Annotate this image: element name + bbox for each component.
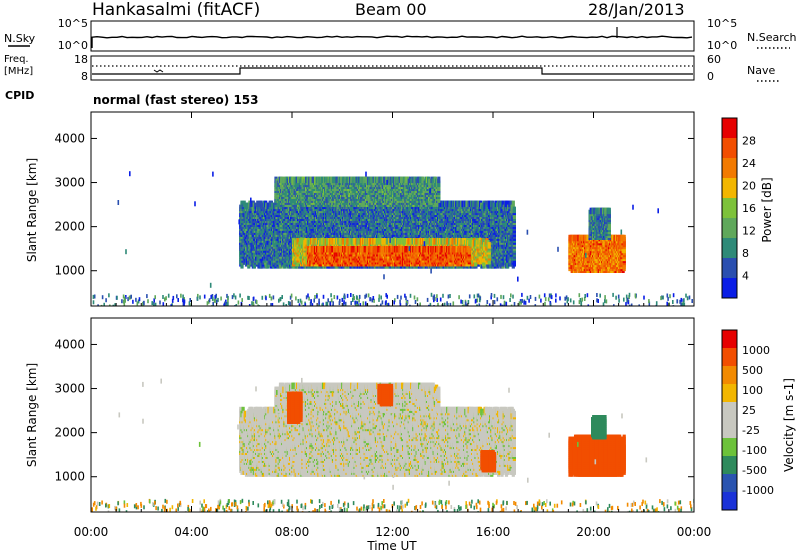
sky-panel-frame [90, 20, 695, 52]
power-cell-0 [242, 200, 246, 208]
nave-tick-bottom: 0 [707, 70, 714, 83]
freq-tick-bottom: 8 [81, 70, 88, 83]
power-cell-0 [256, 200, 260, 208]
sky-right-tick-top: 10^5 [707, 17, 737, 30]
sky-trace-line [91, 35, 693, 48]
power-cell-0 [253, 202, 258, 210]
cpid-label: CPID [5, 89, 34, 102]
power-cell-0 [240, 200, 244, 208]
nave-trace [92, 67, 693, 75]
sky-right-tick-bottom: 10^0 [707, 39, 737, 52]
freq-panel-frame [90, 55, 695, 81]
sky-left-tick-top: 10^5 [58, 17, 88, 30]
freq-tick-top: 18 [74, 53, 88, 66]
sky-left-tick-bottom: 10^0 [58, 39, 88, 52]
cpid-value: normal (fast stereo) 153 [93, 93, 259, 107]
sky-right-label: N.Search [747, 31, 797, 44]
power-data-layer [92, 171, 694, 306]
freq-label: Freq. [4, 54, 29, 65]
power-cell-0 [252, 262, 256, 269]
nave-label: Nave [747, 64, 775, 77]
date-title: 28/Jan/2013 [588, 0, 685, 19]
sky-trace [91, 27, 693, 48]
nave-tick-top: 60 [707, 53, 721, 66]
sky-left-label: N.Sky [4, 32, 36, 45]
freq-blip [153, 69, 164, 73]
power-cell-0 [278, 262, 282, 269]
station-title: Hankasalmi (fitACF) [92, 0, 260, 20]
beam-title: Beam 00 [355, 0, 427, 19]
freq-unit-label: [MHz] [4, 66, 33, 77]
